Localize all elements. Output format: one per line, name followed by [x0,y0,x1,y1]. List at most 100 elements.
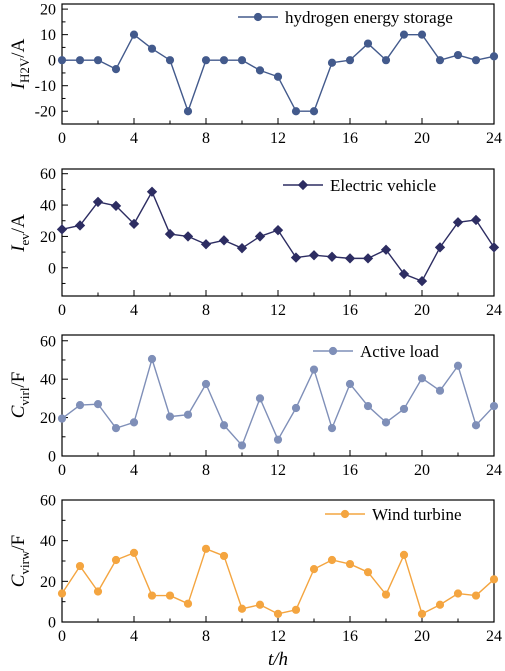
data-point [381,56,391,65]
data-point [272,224,284,236]
y-tick-label: 0 [48,449,56,466]
y-tick-label: 60 [40,166,56,183]
y-tick-label: 20 [40,410,56,427]
x-tick-label: 12 [270,462,286,479]
legend-marker [253,12,263,22]
y-axis-label-unit: /A [8,214,29,233]
data-point [327,424,337,433]
data-point [93,56,103,65]
series-line [61,358,495,447]
data-point [416,275,428,287]
x-tick-label: 8 [202,130,210,147]
data-point [165,56,175,65]
data-point [363,401,373,411]
data-point [345,56,355,65]
data-point [147,591,157,600]
x-tick-label: 12 [270,302,286,319]
legend-label: Active load [360,342,439,361]
y-tick-label: 20 [40,574,56,591]
x-tick-label: 0 [58,302,66,319]
data-point [309,365,319,374]
x-tick-label: 0 [58,628,66,645]
y-axis-label: Cvirw/F [8,535,32,587]
data-point [471,591,481,600]
data-point [327,555,337,565]
series-line [61,548,495,615]
data-point [57,414,67,423]
data-point [183,410,193,419]
data-point [255,66,265,75]
data-point [488,242,500,253]
data-point [417,30,427,39]
data-point [308,250,320,261]
data-point [489,52,499,61]
data-point [219,421,229,430]
data-point [345,559,355,569]
data-point [435,56,445,65]
y-axis-label-unit: /A [8,38,29,57]
data-point [92,196,104,208]
x-tick-label: 20 [414,302,430,319]
data-point [219,56,229,65]
data-point [399,550,409,560]
data-point [146,186,158,197]
data-point [344,253,356,264]
data-point [110,200,122,212]
y-axis-label-symbol: C [8,405,29,418]
legend-marker [297,179,309,191]
x-tick-label: 16 [342,462,358,479]
data-point [273,435,283,444]
data-point [236,243,248,254]
x-tick-label: 20 [414,628,430,645]
legend-marker [328,346,338,356]
data-point [417,609,427,618]
x-tick-label: 4 [130,130,138,147]
data-point [290,252,302,263]
legend: Electric vehicle [283,176,436,195]
data-point [291,403,301,413]
legend-marker [340,509,350,519]
data-point [218,235,230,246]
data-point [147,44,157,53]
legend-label: Wind turbine [372,505,462,524]
panel-2: 0 4 8 12 16 20 24 0 20 40 60 Iev/A Electric vehicle [8,166,502,319]
x-tick-label: 4 [130,462,138,479]
data-point [489,401,499,411]
y-axis-label-unit: /F [8,372,29,388]
y-axis-label-unit: /F [8,535,29,551]
y-axis-label-subscript: virl [17,387,32,405]
x-tick-label: 8 [202,628,210,645]
data-point [434,242,446,253]
data-point [57,589,67,598]
panel-1: 0 4 8 12 16 20 24 -20 -10 0 10 20 IH2V/A hydrogen ene… [8,2,502,147]
y-tick-label: 40 [40,198,56,215]
data-point [129,548,139,557]
y-tick-label: 20 [40,229,56,246]
data-point [56,224,68,235]
x-tick-label: 24 [486,628,502,645]
data-point [219,551,229,561]
data-point [453,50,463,60]
data-point [380,244,392,255]
y-axis-label-symbol: I [8,244,29,253]
legend-label: Electric vehicle [330,176,436,195]
x-tick-label: 8 [202,462,210,479]
data-point [182,231,194,242]
y-tick-label: 20 [40,2,56,19]
data-point [309,565,319,574]
y-axis-label: Cvirl/F [8,372,32,419]
data-point [201,56,211,65]
x-tick-label: 24 [486,462,502,479]
data-point [74,220,86,231]
data-point [237,604,247,613]
series-line [61,191,495,282]
y-tick-label: 0 [48,53,56,70]
data-point [75,561,85,571]
data-point [129,30,139,39]
data-point [57,56,67,65]
data-point [165,412,175,421]
data-point [183,107,193,116]
x-tick-label: 16 [342,302,358,319]
y-tick-label: -10 [35,78,56,95]
y-axis-label: IH2V/A [8,38,32,90]
